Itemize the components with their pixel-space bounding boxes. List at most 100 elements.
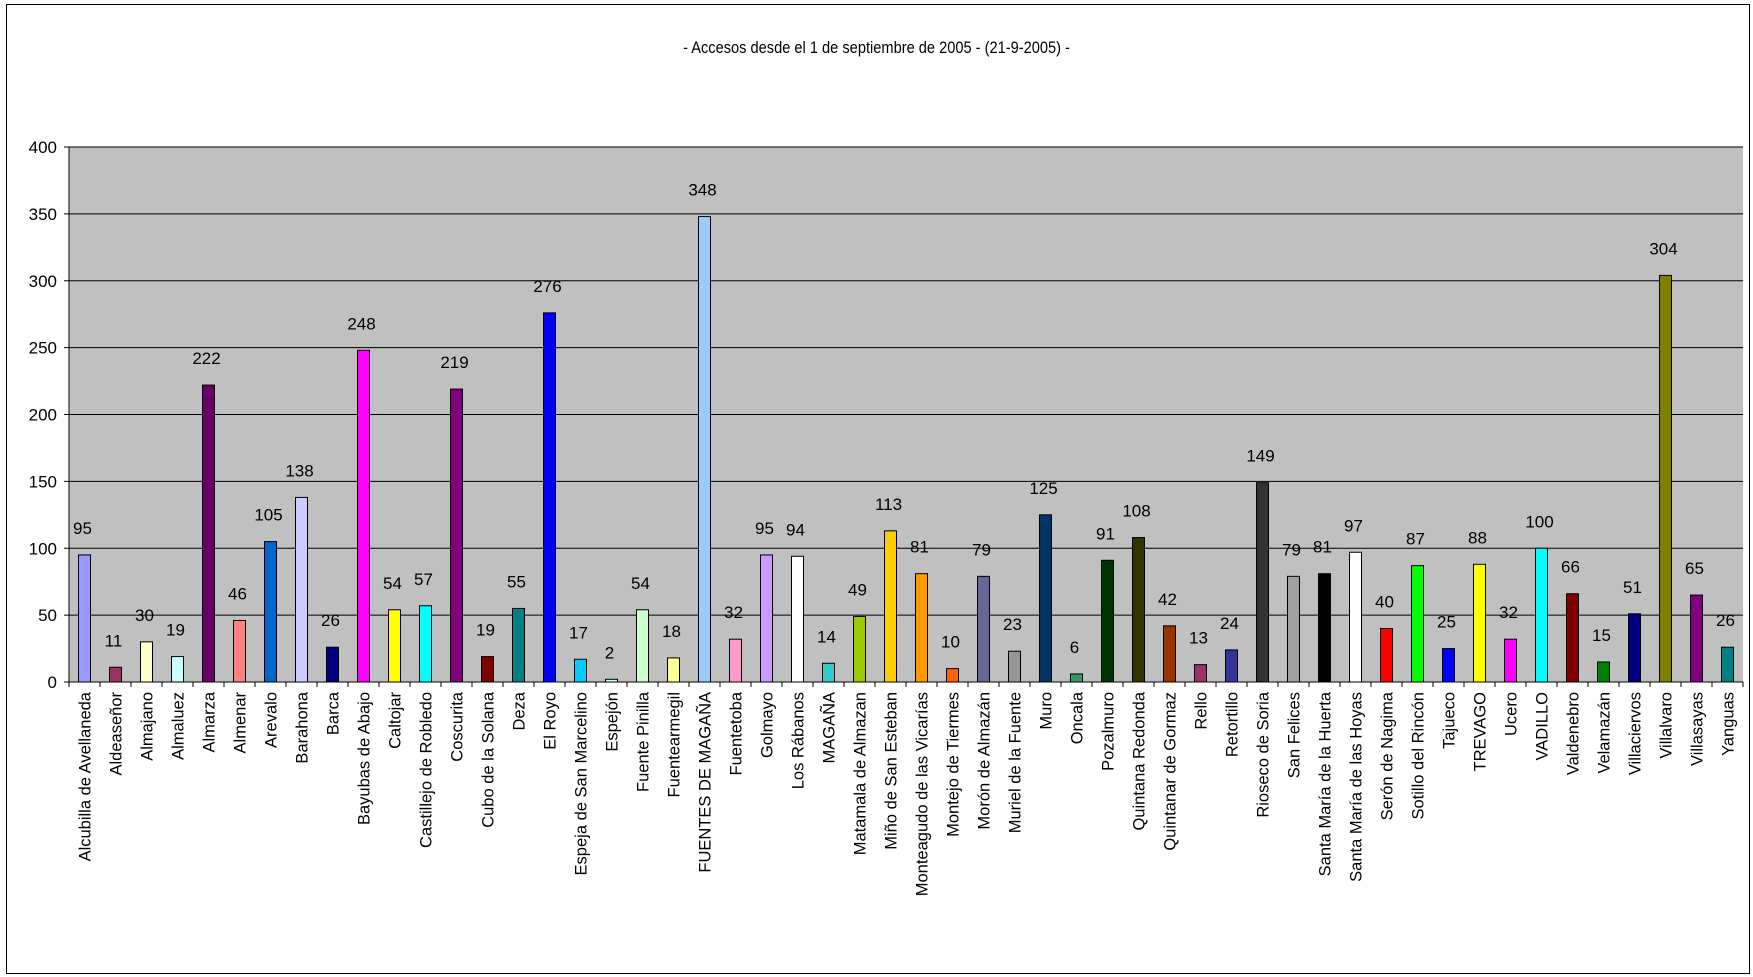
data-label: 105	[254, 506, 282, 525]
data-label: 25	[1437, 613, 1456, 632]
data-label: 79	[1282, 540, 1301, 559]
bar	[1504, 638, 1517, 683]
bar	[388, 609, 401, 683]
bar	[1101, 559, 1114, 683]
bar	[78, 554, 91, 683]
data-label: 97	[1344, 516, 1363, 535]
x-category-label: Muro	[1038, 692, 1056, 730]
bar	[1039, 514, 1052, 683]
bar	[1225, 649, 1238, 683]
x-category-label: Rioseco de Soria	[1255, 691, 1273, 817]
bar	[481, 656, 494, 683]
bar	[512, 607, 525, 683]
data-label: 66	[1561, 558, 1580, 577]
x-category-label: Ucero	[1503, 692, 1521, 736]
bar	[202, 384, 215, 683]
y-tick-label: 350	[29, 205, 57, 224]
bar	[1380, 628, 1393, 683]
data-label: 11	[105, 631, 123, 650]
data-label: 42	[1158, 590, 1177, 609]
data-label: 149	[1246, 447, 1274, 466]
bar	[1628, 613, 1641, 683]
x-category-label: TREVAGO	[1472, 692, 1490, 772]
x-category-label: Monteagudo de las Vicarías	[914, 692, 932, 896]
bar	[233, 619, 246, 683]
y-tick-label: 50	[38, 606, 57, 625]
bar	[1535, 547, 1548, 683]
bar	[698, 216, 711, 683]
data-label: 348	[688, 181, 716, 200]
x-category-label: Serón de Nagima	[1379, 691, 1397, 820]
x-category-label: Retortillo	[1224, 692, 1242, 757]
bar	[915, 573, 928, 683]
data-label: 79	[972, 540, 991, 559]
bar	[357, 349, 370, 683]
data-label: 95	[755, 519, 774, 538]
data-label: 81	[910, 538, 929, 557]
y-tick-label: 250	[29, 339, 57, 358]
bar	[295, 496, 308, 683]
data-label: 248	[347, 314, 375, 333]
x-category-label: Quintana Redonda	[1131, 691, 1149, 830]
data-label: 15	[1592, 626, 1611, 645]
data-label: 19	[476, 621, 495, 640]
data-label: 49	[848, 580, 867, 599]
x-category-label: Barca	[325, 691, 343, 735]
x-category-label: Yanguas	[1720, 692, 1738, 756]
data-label: 54	[631, 574, 650, 593]
bar	[667, 657, 680, 683]
bar	[946, 668, 959, 683]
x-category-label: MAGAÑA	[819, 692, 839, 764]
data-label: 276	[533, 277, 561, 296]
data-label: 88	[1468, 528, 1487, 547]
bar	[419, 605, 432, 683]
chart-title: - Accesos desde el 1 de septiembre de 20…	[683, 38, 1070, 57]
x-category-label: Coscurita	[449, 691, 467, 762]
bar	[1194, 664, 1207, 683]
x-category-label: Muriel de la Fuente	[1007, 692, 1025, 833]
data-label: 19	[166, 621, 185, 640]
y-tick-label: 300	[29, 272, 57, 291]
x-category-label: Golmayo	[759, 692, 777, 758]
x-category-label: Castillejo de Robledo	[418, 692, 436, 848]
bar	[729, 638, 742, 683]
y-tick-label: 150	[29, 472, 57, 491]
x-category-label: El Royo	[542, 692, 560, 750]
x-category-label: Velamazán	[1596, 692, 1614, 774]
data-label: 100	[1525, 512, 1553, 531]
y-tick-label: 100	[29, 539, 57, 558]
x-category-label: Quintanar de Gormaz	[1162, 692, 1180, 851]
bar	[450, 388, 463, 683]
data-label: 304	[1649, 239, 1677, 258]
data-label: 125	[1029, 479, 1057, 498]
data-label: 54	[383, 574, 402, 593]
data-label: 91	[1096, 524, 1115, 543]
data-label: 87	[1406, 530, 1425, 549]
data-label: 26	[321, 611, 340, 630]
bar	[1442, 648, 1455, 683]
data-label: 51	[1623, 578, 1642, 597]
bar	[1132, 537, 1145, 683]
x-category-label: Cubo de la Solana	[480, 691, 498, 828]
data-label: 2	[605, 643, 614, 662]
x-category-label: Almenar	[232, 692, 250, 754]
data-label: 40	[1375, 593, 1394, 612]
x-category-label: Los Rábanos	[790, 692, 808, 789]
x-category-label: Rello	[1193, 692, 1211, 730]
bar	[1566, 593, 1579, 683]
data-label: 95	[73, 519, 92, 538]
data-label: 57	[414, 570, 433, 589]
data-label: 10	[941, 633, 960, 652]
x-category-label: Matamala de Almazan	[852, 692, 870, 855]
x-category-label: Santa María de las Hoyas	[1348, 692, 1366, 882]
x-category-label: Villalvaro	[1658, 692, 1676, 759]
data-label: 23	[1003, 615, 1022, 634]
bar	[574, 658, 587, 683]
bar	[1070, 673, 1083, 683]
data-label: 46	[228, 584, 247, 603]
data-label: 18	[662, 622, 681, 641]
x-category-label: Fuentearmegil	[666, 692, 684, 797]
x-category-label: Almarza	[201, 691, 219, 752]
x-category-label: Villaciervos	[1627, 692, 1645, 775]
